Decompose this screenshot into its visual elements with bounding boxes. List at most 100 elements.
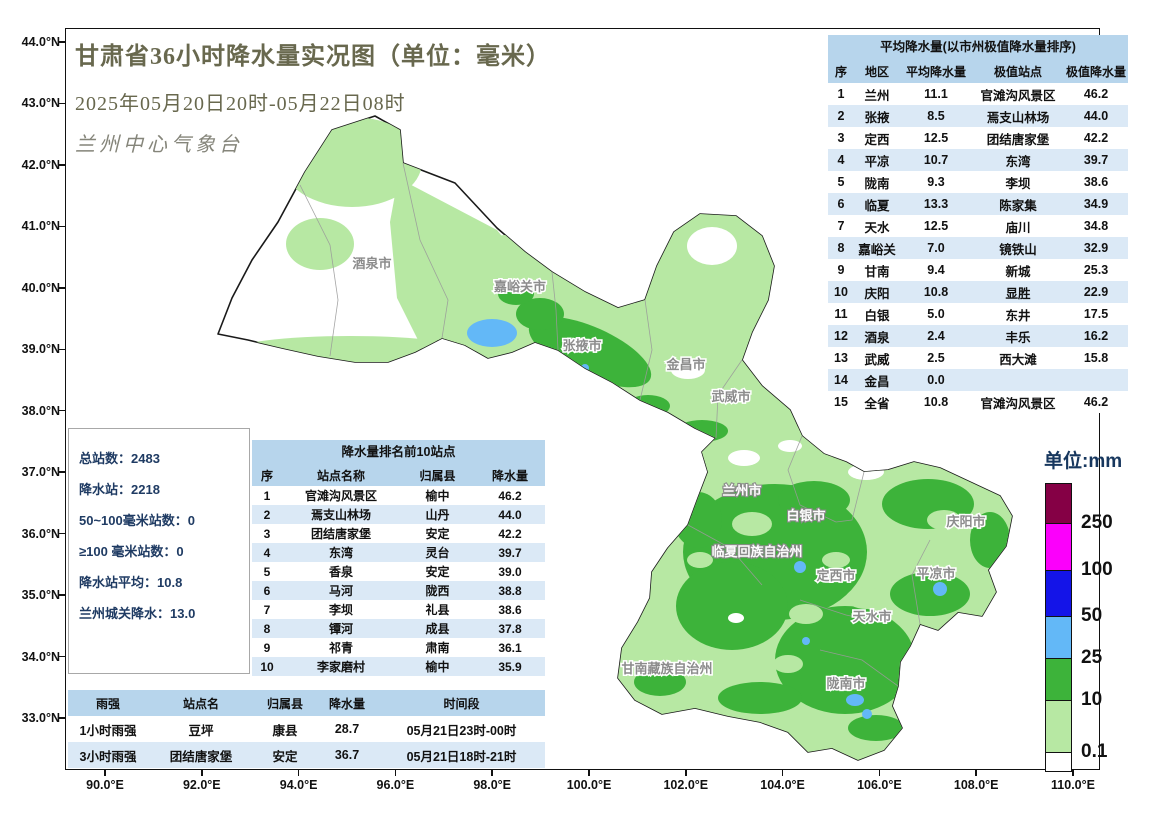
stat-line: ≥100 毫米站数：0 xyxy=(79,544,184,559)
table-row: 5 香泉 安定 39.0 xyxy=(252,562,545,581)
table-cell: 东井 xyxy=(1005,308,1031,323)
y-axis-tick xyxy=(59,471,65,473)
y-axis-tick xyxy=(59,655,65,658)
table-cell: 37.8 xyxy=(498,621,522,636)
table-row: 3 定西 12.5 团结唐家堡 42.2 xyxy=(828,127,1128,149)
gansu-province-map: 酒泉市嘉峪关市张掖市金昌市武威市兰州市白银市临夏回族自治州定西市庆阳市平凉市天水… xyxy=(217,115,1013,761)
map-agency: 兰州中心气象台 xyxy=(75,134,243,156)
table-row: 1 兰州 11.1 官滩沟风景区 46.2 xyxy=(828,83,1128,105)
x-axis-tick xyxy=(394,770,397,776)
table-cell: 康县 xyxy=(272,723,298,738)
table-row: 12 酒泉 2.4 丰乐 16.2 xyxy=(828,325,1128,347)
map-label-city: 兰州市 xyxy=(722,483,761,498)
stats-box: 总站数：2483 降水站：2218 50~100毫米站数：0 ≥100 毫米站数：0 降… xyxy=(68,428,250,674)
x-axis-label: 90.0°E xyxy=(86,778,124,792)
table-cell: 金昌 xyxy=(864,374,890,389)
y-axis-label: 33.0°N xyxy=(21,710,60,725)
table-cell: 李坝 xyxy=(328,603,353,617)
table-cell: 榆中 xyxy=(425,489,450,503)
table-cell: 7.0 xyxy=(927,241,945,255)
x-axis-label: 110.0°E xyxy=(1051,778,1095,792)
table-row: 8 嘉峪关 7.0 镜铁山 32.9 xyxy=(828,237,1128,259)
table-cell: 10 xyxy=(834,285,848,299)
table-cell: 39.7 xyxy=(1083,153,1109,167)
table-cell: 44.0 xyxy=(498,507,522,522)
table-cell: 25.3 xyxy=(1083,263,1109,277)
y-axis-label: 38.0°N xyxy=(21,403,60,418)
table-cell: 安定 xyxy=(425,565,450,579)
x-axis-tick xyxy=(975,770,977,776)
y-axis-tick xyxy=(59,594,65,596)
y-axis-label: 37.0°N xyxy=(21,465,60,480)
table-cell: 甘南 xyxy=(864,264,890,279)
city-boundaries xyxy=(299,162,931,687)
table-cell: 镡河 xyxy=(328,622,353,636)
y-axis-label: 43.0°N xyxy=(21,96,60,111)
table-cell: 天水 xyxy=(864,220,890,235)
table-cell: 团结唐家堡 xyxy=(169,749,233,764)
table-cell: 4 xyxy=(263,545,271,560)
column-header: 时间段 xyxy=(378,690,545,716)
table-cell: 榆中 xyxy=(425,660,450,674)
table-cell: 8 xyxy=(837,241,845,255)
x-axis-label: 100.0°E xyxy=(566,778,612,792)
table-cell xyxy=(1064,369,1128,391)
table-cell: 7 xyxy=(263,602,271,617)
table-row: 4 平凉 10.7 东湾 39.7 xyxy=(828,149,1128,171)
legend-color-segment xyxy=(1046,617,1071,659)
table-cell: 36.1 xyxy=(498,640,522,655)
table-cell: 32.9 xyxy=(1083,241,1109,255)
column-header: 序 xyxy=(828,59,854,83)
column-header: 归属县 xyxy=(254,690,316,716)
table-cell: 0.0 xyxy=(927,373,945,387)
no-rain-patches xyxy=(671,227,884,623)
table-cell: 46.2 xyxy=(1083,395,1109,409)
map-label-city: 天水市 xyxy=(852,609,891,624)
x-axis-label: 108.0°E xyxy=(953,778,999,792)
x-axis-label: 96.0°E xyxy=(376,778,415,792)
map-label-city: 武威市 xyxy=(711,389,750,404)
table-cell: 2.5 xyxy=(927,351,945,365)
table-cell: 13 xyxy=(834,351,848,365)
map-title: 甘肃省36小时降水量实况图（单位：毫米） xyxy=(75,44,551,70)
table-cell: 焉支山林场 xyxy=(986,110,1050,125)
table-cell: 陇西 xyxy=(425,584,450,598)
table-cell: 10.8 xyxy=(923,395,949,409)
table-row: 14 金昌 0.0 xyxy=(828,369,1128,391)
table-cell: 7 xyxy=(837,219,845,233)
table-cell: 6 xyxy=(263,583,271,598)
table-cell: 14 xyxy=(834,373,848,387)
x-axis-label: 106.0°E xyxy=(857,778,902,792)
table-cell: 李坝 xyxy=(1005,176,1031,191)
table-cell: 12 xyxy=(834,329,848,343)
table-cell: 官滩沟风景区 xyxy=(980,396,1056,411)
legend-color-segment xyxy=(1046,701,1071,753)
table-cell: 34.9 xyxy=(1083,197,1109,211)
top10-stations-table: 序站点名称 归属县 降水量 1 官滩沟风景区 榆中 46.2 2 焉支山林场 山丹 44.0 3 团结… xyxy=(252,464,545,676)
column-header: 降水量 xyxy=(316,690,378,716)
column-header: 极值降水量 xyxy=(1064,59,1128,83)
legend-color-segment xyxy=(1046,753,1071,771)
table-cell: 定西 xyxy=(864,132,890,147)
table-cell: 05月21日18时-21时 xyxy=(406,749,517,764)
table-cell: 12.5 xyxy=(923,219,949,233)
table-cell: 46.2 xyxy=(498,488,522,503)
table-cell xyxy=(972,369,1064,391)
x-axis-label: 94.0°E xyxy=(279,778,318,792)
table-cell: 白银 xyxy=(864,308,890,323)
light-rain-mottle xyxy=(687,510,961,673)
stat-line: 兰州城关降水：13.0 xyxy=(79,606,196,621)
table-cell: 陈家集 xyxy=(999,198,1037,213)
y-axis-tick xyxy=(59,409,65,412)
table-cell: 10.7 xyxy=(923,153,949,167)
y-axis-label: 44.0°N xyxy=(21,35,60,49)
table-cell: 44.0 xyxy=(1083,109,1109,123)
map-label-city: 甘南藏族自治州 xyxy=(621,661,712,676)
table-cell: 9.4 xyxy=(927,263,945,277)
map-label-city: 临夏回族自治州 xyxy=(711,544,802,559)
table-row: 5 陇南 9.3 李坝 38.6 xyxy=(828,171,1128,193)
table-cell: 9 xyxy=(837,263,845,277)
title-block: 甘肃省36小时降水量实况图（单位：毫米） 2025年05月20日20时-05月2… xyxy=(75,36,551,157)
avg-precip-table-title: 平均降水量(以市州极值降水量排序) xyxy=(828,35,1128,59)
